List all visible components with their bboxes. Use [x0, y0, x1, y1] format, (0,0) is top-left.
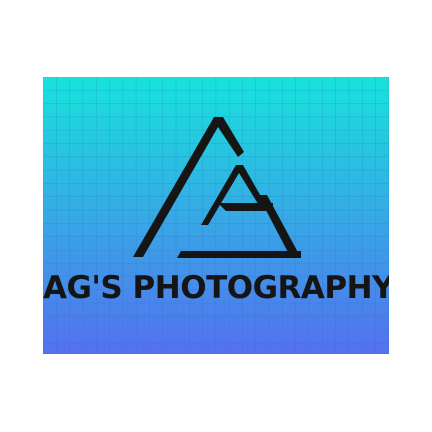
grid-lines: [43, 77, 389, 354]
brand-name-text: AG'S PHOTOGRAPHY: [43, 270, 389, 306]
logo-card: AG'S PHOTOGRAPHY: [43, 77, 389, 354]
ag-triangle-mark-icon: [133, 117, 301, 258]
gradient-grid-background: [43, 77, 389, 354]
